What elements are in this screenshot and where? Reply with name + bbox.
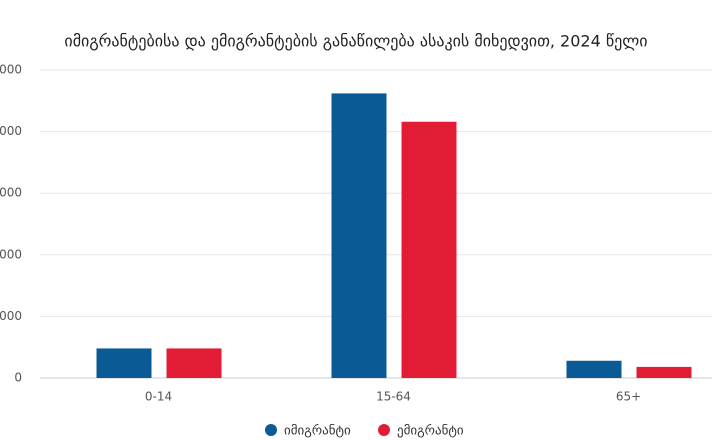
chart-title: იმიგრანტებისა და ემიგრანტების განაწილება… [64,32,647,51]
y-tick-label: 25000 [0,63,22,77]
y-tick-label: 10000 [0,247,22,261]
y-tick-label: 20000 [0,124,22,138]
legend-label: იმიგრანტი [284,424,351,439]
bar [636,366,692,378]
legend-label: ემიგრანტი [397,424,464,439]
x-tick-label: 65+ [616,390,641,404]
bar [166,348,222,378]
bar [566,360,622,378]
x-tick-label: 0-14 [145,390,172,404]
bar [401,121,457,378]
y-tick-label: 5000 [0,309,22,323]
x-tick-label: 15-64 [376,390,411,404]
y-tick-label: 0 [14,371,22,385]
bar [96,348,152,378]
bar [331,93,387,379]
legend-swatch [265,424,277,436]
legend-swatch [378,424,390,436]
y-tick-label: 15000 [0,186,22,200]
